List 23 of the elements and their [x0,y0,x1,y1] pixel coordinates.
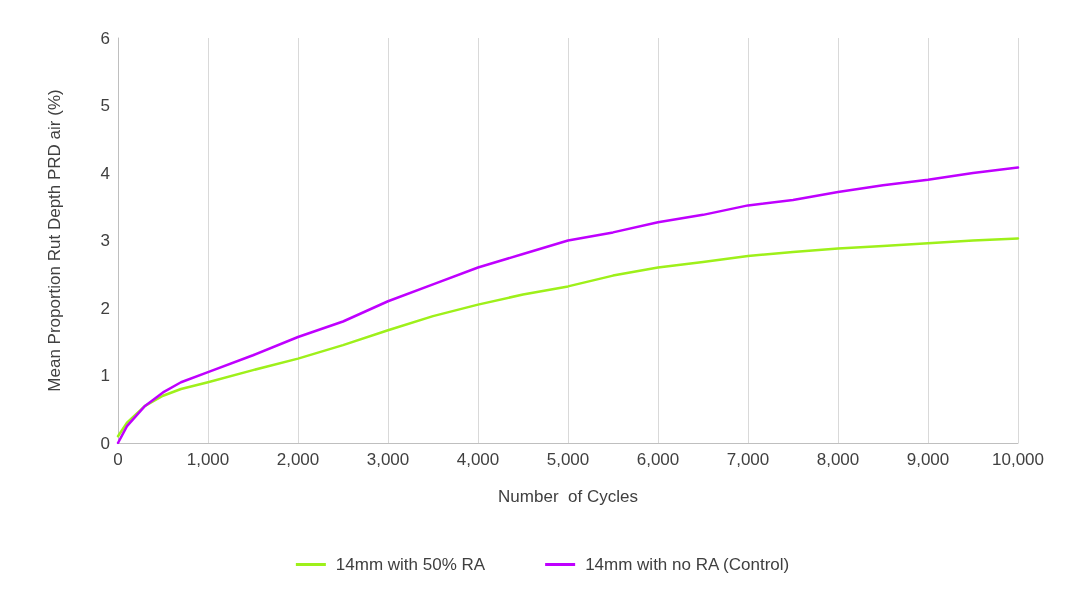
y-tick-label: 1 [100,366,110,385]
x-tick-label: 4,000 [456,450,500,469]
x-tick-label: 5,000 [546,450,590,469]
x-tick-label: 7,000 [726,450,770,469]
line-series [116,237,1020,438]
legend-label: 14mm with 50% RA [335,555,486,574]
y-tick-label: 0 [100,433,110,453]
x-axis-title: Number of Cycles [498,487,638,506]
x-tick-label: 6,000 [636,450,680,469]
y-tick-label: 3 [100,231,110,250]
y-tick-label: 2 [100,298,110,318]
x-tick-label: 0 [113,450,123,469]
x-tick-label: 8,000 [816,450,860,469]
y-tick-label: 5 [100,96,110,115]
legend-label: 14mm with no RA (Control) [585,555,790,574]
x-tick-label: 3,000 [366,450,410,469]
x-tick-label: 2,000 [276,450,320,469]
x-tick-label: 10,000 [992,450,1044,469]
y-tick-label: 4 [100,163,110,183]
y-axis-title: Mean Proportion Rut Depth PRD air (%) [45,89,64,392]
x-tick-label: 1,000 [186,450,230,469]
x-tick-label: 9,000 [906,450,950,469]
y-tick-label: 6 [100,28,110,48]
